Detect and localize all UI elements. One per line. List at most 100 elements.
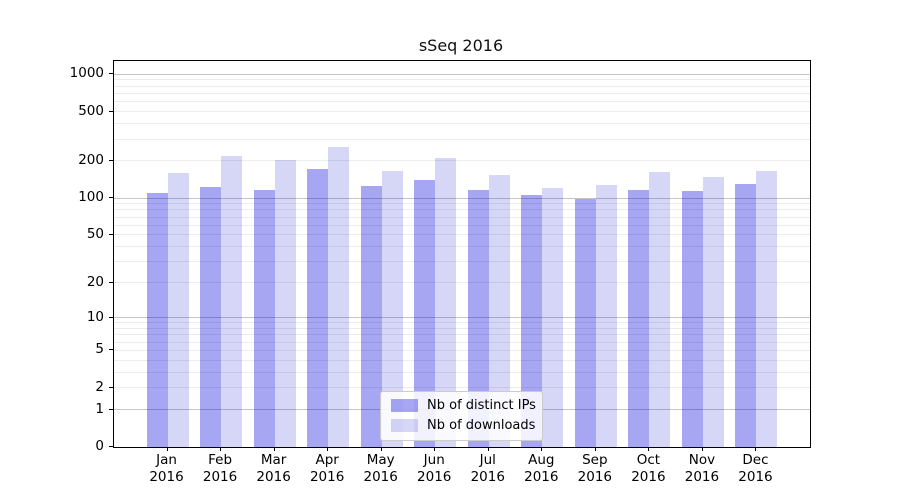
gridline-minor bbox=[114, 234, 810, 236]
month-label: Jan bbox=[156, 452, 177, 468]
chart-title: sSeq 2016 bbox=[418, 36, 504, 55]
month-label: Aug bbox=[528, 452, 555, 468]
y-tick-label: 50 bbox=[86, 225, 104, 242]
gridline-minor bbox=[114, 371, 810, 373]
gridline-minor bbox=[114, 93, 810, 95]
month-label: Jul bbox=[479, 452, 496, 468]
bar-aug-ips bbox=[521, 194, 543, 447]
x-tick-mark bbox=[380, 447, 382, 451]
x-tick-mark bbox=[434, 447, 436, 451]
gridline-minor bbox=[114, 138, 810, 140]
bar-apr-ips bbox=[307, 169, 329, 447]
gridline-minor bbox=[114, 261, 810, 263]
y-tick-mark bbox=[109, 233, 113, 235]
y-tick-label: 10 bbox=[86, 308, 104, 325]
legend: Nb of distinct IPs Nb of downloads bbox=[380, 391, 543, 441]
gridline-minor bbox=[114, 282, 810, 284]
bar-jul-ips bbox=[467, 189, 489, 447]
bar-dec-ips bbox=[735, 183, 757, 447]
year-label: 2016 bbox=[417, 469, 452, 485]
month-label: May bbox=[366, 452, 395, 468]
y-tick-mark bbox=[109, 110, 113, 112]
x-tick-mark bbox=[701, 447, 703, 451]
gridline-minor bbox=[114, 334, 810, 336]
bar-feb-downloads bbox=[221, 156, 243, 447]
x-tick-mark bbox=[541, 447, 543, 451]
bar-nov-ips bbox=[681, 190, 703, 447]
bar-jun-downloads bbox=[435, 158, 457, 447]
y-tick-label: 500 bbox=[78, 102, 104, 119]
y-tick-mark bbox=[109, 316, 113, 318]
legend-row: Nb of distinct IPs bbox=[391, 398, 536, 413]
gridline-minor bbox=[114, 111, 810, 113]
bar-may-ips bbox=[360, 186, 382, 447]
year-label: 2016 bbox=[256, 469, 291, 485]
month-label: Sep bbox=[582, 452, 608, 468]
year-label: 2016 bbox=[149, 469, 184, 485]
x-tick-mark bbox=[594, 447, 596, 451]
y-tick-label: 200 bbox=[78, 151, 104, 168]
gridline-major bbox=[114, 73, 810, 75]
year-label: 2016 bbox=[363, 469, 398, 485]
gridline-major bbox=[114, 197, 810, 199]
gridline-minor bbox=[114, 216, 810, 218]
gridline-minor bbox=[114, 160, 810, 162]
legend-swatch-ips bbox=[391, 399, 418, 412]
gridline-minor bbox=[114, 123, 810, 125]
y-tick-mark bbox=[109, 73, 113, 75]
bar-sep-downloads bbox=[595, 184, 617, 447]
plot-area: Nb of distinct IPs Nb of downloads bbox=[113, 60, 811, 448]
y-tick-label: 2 bbox=[95, 378, 104, 395]
gridline-major bbox=[114, 317, 810, 319]
bar-jun-ips bbox=[414, 179, 436, 447]
gridline-minor bbox=[114, 85, 810, 87]
legend-label: Nb of downloads bbox=[427, 418, 536, 433]
year-label: 2016 bbox=[470, 469, 505, 485]
y-tick-mark bbox=[109, 281, 113, 283]
gridline-minor bbox=[114, 327, 810, 329]
x-tick-label-jul: Jul 2016 bbox=[458, 452, 518, 486]
gridline-minor bbox=[114, 322, 810, 324]
y-tick-mark bbox=[109, 446, 113, 447]
x-tick-label-sep: Sep 2016 bbox=[565, 452, 625, 486]
bar-dec-downloads bbox=[756, 170, 778, 447]
gridline-minor bbox=[114, 246, 810, 248]
gridline-minor bbox=[114, 387, 810, 389]
bar-jan-downloads bbox=[167, 172, 189, 447]
x-tick-label-dec: Dec 2016 bbox=[725, 452, 785, 486]
x-tick-mark bbox=[487, 447, 489, 451]
year-label: 2016 bbox=[631, 469, 666, 485]
y-tick-mark bbox=[109, 349, 113, 351]
month-label: Jun bbox=[423, 452, 445, 468]
bar-apr-downloads bbox=[328, 147, 350, 447]
gridline-minor bbox=[114, 349, 810, 351]
y-tick-mark bbox=[109, 197, 113, 199]
y-tick-mark bbox=[109, 386, 113, 388]
x-tick-label-aug: Aug 2016 bbox=[511, 452, 571, 486]
gridline-minor bbox=[114, 79, 810, 81]
year-label: 2016 bbox=[738, 469, 773, 485]
year-label: 2016 bbox=[577, 469, 613, 485]
month-label: Mar bbox=[260, 452, 287, 468]
bar-nov-downloads bbox=[702, 176, 724, 447]
month-label: Apr bbox=[315, 452, 339, 468]
year-label: 2016 bbox=[309, 469, 345, 485]
bar-mar-ips bbox=[253, 190, 275, 447]
x-tick-label-apr: Apr 2016 bbox=[297, 452, 357, 486]
year-label: 2016 bbox=[202, 469, 238, 485]
legend-swatch-downloads bbox=[391, 419, 418, 432]
x-tick-mark bbox=[166, 447, 168, 451]
gridline-minor bbox=[114, 359, 810, 361]
x-tick-label-jun: Jun 2016 bbox=[404, 452, 464, 486]
bar-oct-downloads bbox=[649, 171, 671, 447]
bar-aug-downloads bbox=[542, 187, 564, 447]
x-tick-mark bbox=[648, 447, 650, 451]
bar-jul-downloads bbox=[488, 175, 510, 447]
gridline-minor bbox=[114, 224, 810, 226]
gridline-minor bbox=[114, 341, 810, 343]
gridline-minor bbox=[114, 209, 810, 211]
bar-feb-ips bbox=[200, 186, 222, 447]
x-tick-label-oct: Oct 2016 bbox=[618, 452, 678, 486]
month-label: Dec bbox=[742, 452, 769, 468]
